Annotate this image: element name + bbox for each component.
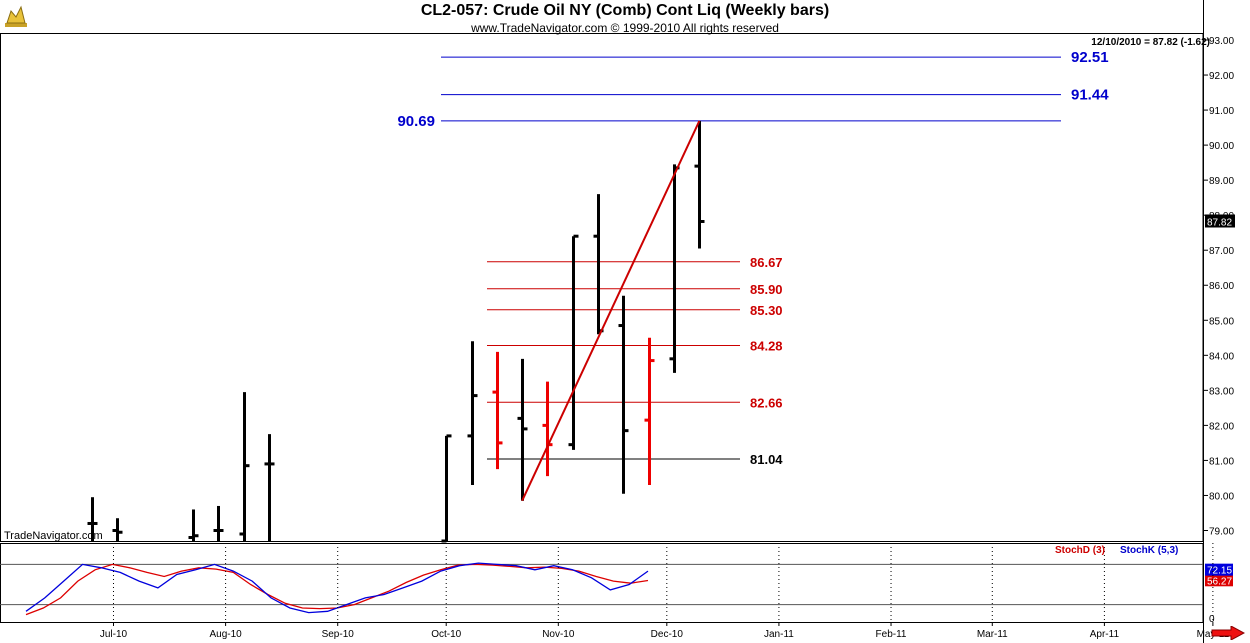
stoch-pane-frame (0, 543, 1204, 623)
ohlc-bar (87, 497, 98, 541)
y-tick-label: 85.00 (1209, 316, 1234, 327)
x-tick-label: Mar-11 (977, 629, 1008, 640)
y-tick-label: 83.00 (1209, 386, 1234, 397)
y-tick-label: 81.00 (1209, 456, 1234, 467)
ohlc-bar (568, 234, 579, 450)
x-tick-label: Oct-10 (431, 629, 461, 640)
chart-title: CL2-057: Crude Oil NY (Comb) Cont Liq (W… (420, 2, 830, 19)
y-tick-label: 87.00 (1209, 246, 1234, 257)
ohlc-bar (644, 337, 655, 485)
copyright-text: www.TradeNavigator.com © 1999-2010 All r… (471, 21, 779, 35)
y-tick-label: 90.00 (1209, 141, 1234, 152)
trend-line (521, 120, 701, 502)
ohlc-bar (112, 518, 123, 541)
stoch-d-legend: StochD (3) (1055, 545, 1105, 556)
ohlc-bar (188, 509, 199, 541)
y-tick-label: 93.00 (1209, 36, 1234, 47)
stoch-y-tick-label: 0 (1209, 614, 1215, 625)
fib-level-label: 90.69 (397, 113, 435, 130)
trade-navigator-logo (5, 5, 27, 27)
ohlc-bar (517, 358, 528, 501)
stoch-k-value: 72.15 (1207, 566, 1232, 577)
ohlc-bar (492, 351, 503, 470)
fib-level-label: 91.44 (1071, 87, 1109, 104)
y-tick-label: 92.00 (1209, 71, 1234, 82)
y-tick-label: 80.00 (1209, 491, 1234, 502)
price-pane-frame (0, 33, 1204, 542)
stoch-k-value-box (1205, 563, 1233, 576)
last-price-label: 87.82 (1207, 217, 1232, 228)
x-tick-label: Feb-11 (876, 629, 907, 640)
ohlc-bar (264, 434, 275, 541)
ohlc-bar (441, 434, 452, 543)
y-tick-label: 91.00 (1209, 106, 1234, 117)
stoch-d-value-box (1205, 574, 1233, 587)
stoch-d-value: 56.27 (1207, 576, 1232, 587)
last-price-box (1205, 214, 1235, 228)
stoch-k-legend: StochK (5,3) (1120, 545, 1179, 556)
ohlc-bar (467, 341, 478, 485)
y-tick-label: 79.00 (1209, 526, 1234, 537)
x-tick-label: Sep-10 (322, 629, 355, 640)
y-tick-label: 82.00 (1209, 421, 1234, 432)
y-tick-label: 84.00 (1209, 351, 1234, 362)
x-tick-label: Nov-10 (542, 629, 575, 640)
scroll-right-arrow-icon[interactable] (1211, 626, 1245, 640)
stoch-k-line (25, 562, 649, 614)
fib-level-label: 84.28 (750, 339, 783, 354)
y-tick-label: 89.00 (1209, 176, 1234, 187)
fib-level-label: 85.90 (750, 282, 783, 297)
price-readout: 12/10/2010 = 87.82 (-1.62) (1091, 37, 1210, 48)
x-tick-label: Jul-10 (100, 629, 128, 640)
x-tick-label: Apr-11 (1090, 629, 1120, 640)
ohlc-bar (213, 505, 224, 541)
fib-level-label: 85.30 (750, 303, 783, 318)
fib-level-label: 86.67 (750, 255, 783, 270)
x-tick-label: Aug-10 (209, 629, 242, 640)
ohlc-bar (542, 381, 553, 477)
x-tick-label: Dec-10 (651, 629, 684, 640)
ohlc-bar (669, 164, 680, 373)
watermark: TradeNavigator.com (4, 530, 103, 542)
fib-level-label: 82.66 (750, 395, 783, 410)
ohlc-bar (694, 120, 705, 249)
ohlc-bar (239, 392, 250, 541)
fib-level-label: 92.51 (1071, 49, 1109, 66)
ohlc-bar (593, 194, 604, 335)
fib-level-label: 81.04 (750, 452, 783, 467)
x-tick-label: Jan-11 (764, 629, 794, 640)
y-tick-label: 86.00 (1209, 281, 1234, 292)
ohlc-bar (618, 295, 629, 494)
